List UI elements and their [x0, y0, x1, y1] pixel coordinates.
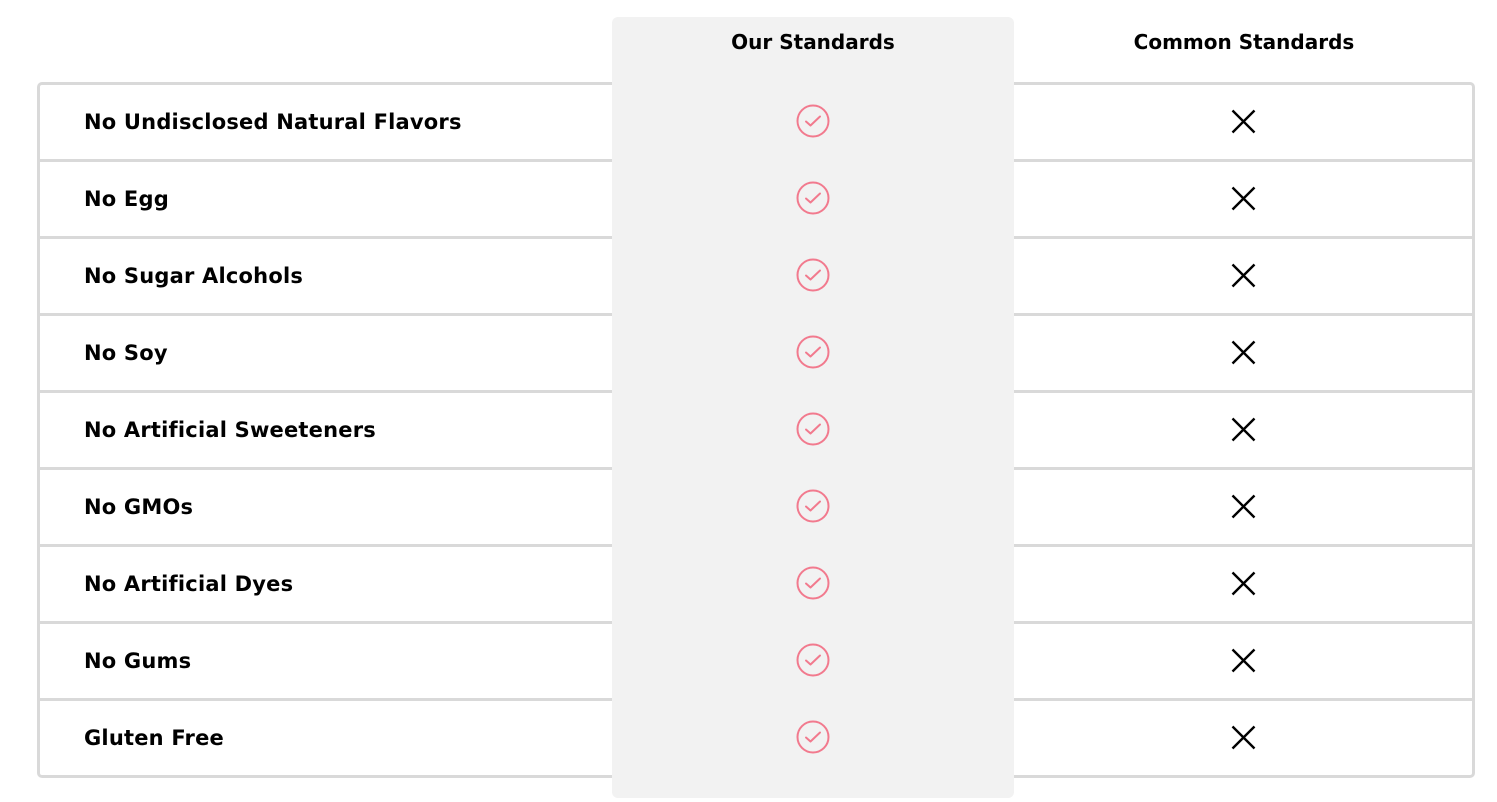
check-icon — [796, 566, 830, 600]
x-icon — [1231, 109, 1256, 134]
x-icon — [1231, 340, 1256, 365]
row-label: No Artificial Sweeteners — [84, 418, 376, 442]
row-label: Gluten Free — [84, 726, 224, 750]
x-icon — [1231, 648, 1256, 673]
check-icon — [796, 258, 830, 292]
row-label: No Soy — [84, 341, 168, 365]
x-icon — [1231, 417, 1256, 442]
our-standards-column: Our Standards — [612, 17, 1014, 798]
row-label: No Artificial Dyes — [84, 572, 294, 596]
common-standards-header: Common Standards — [1133, 30, 1355, 54]
x-icon — [1231, 263, 1256, 288]
x-icon — [1231, 571, 1256, 596]
row-label: No Gums — [84, 649, 192, 673]
table-row: No Undisclosed Natural Flavors — [40, 85, 1472, 162]
check-icon — [796, 335, 830, 369]
x-icon — [1231, 494, 1256, 519]
row-label: No Egg — [84, 187, 169, 211]
row-label: No Sugar Alcohols — [84, 264, 304, 288]
check-icon — [796, 412, 830, 446]
row-label: No GMOs — [84, 495, 194, 519]
check-icon — [796, 104, 830, 138]
x-icon — [1231, 186, 1256, 211]
x-icon — [1231, 725, 1256, 750]
check-icon — [796, 720, 830, 754]
check-icon — [796, 181, 830, 215]
row-label: No Undisclosed Natural Flavors — [84, 110, 462, 134]
our-standards-header: Our Standards — [731, 30, 895, 54]
check-icon — [796, 489, 830, 523]
check-icon — [796, 643, 830, 677]
